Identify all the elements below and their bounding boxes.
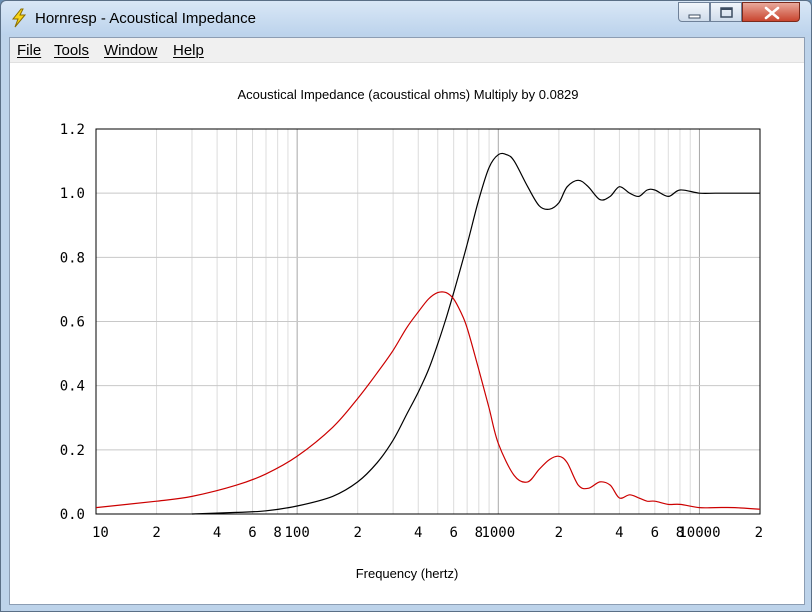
- x-tick-label: 4: [414, 525, 422, 541]
- x-tick-label: 2: [353, 525, 361, 541]
- close-icon: [764, 6, 780, 20]
- x-tick-label: 6: [651, 525, 659, 541]
- maximize-icon: [720, 7, 733, 18]
- y-tick-label: 0.8: [60, 250, 85, 266]
- x-tick-label: 4: [213, 525, 221, 541]
- minimize-button[interactable]: [678, 2, 710, 22]
- client-area: File Tools Window Help Acoustical Impeda…: [9, 37, 805, 605]
- x-tick-label: 8: [273, 525, 281, 541]
- menu-window[interactable]: Window: [104, 42, 158, 59]
- x-tick-label: 8: [475, 525, 483, 541]
- x-tick-label: 6: [248, 525, 256, 541]
- menu-file[interactable]: File: [17, 42, 42, 59]
- x-tick-label: 100: [285, 525, 310, 541]
- y-tick-label: 0.2: [60, 443, 85, 459]
- x-tick-label: 1000: [481, 525, 515, 541]
- x-tick-label: 10000: [678, 525, 720, 541]
- x-tick-label: 2: [555, 525, 563, 541]
- x-tick-label: 2: [152, 525, 160, 541]
- series-line-black: [191, 152, 760, 515]
- y-tick-label: 1.0: [60, 186, 85, 202]
- window-title: Hornresp - Acoustical Impedance: [35, 10, 256, 27]
- maximize-button[interactable]: [710, 2, 742, 22]
- grid: [95, 129, 761, 514]
- y-tick-label: 0.6: [60, 315, 85, 331]
- series-line-red: [95, 291, 761, 510]
- impedance-chart: Acoustical Impedance (acoustical ohms) M…: [60, 87, 763, 581]
- plot-area: Acoustical Impedance (acoustical ohms) M…: [10, 63, 804, 604]
- y-tick-label: 1.2: [60, 122, 85, 138]
- y-tick-label: 0.4: [60, 379, 85, 395]
- plot-border: [95, 128, 761, 515]
- menu-tools[interactable]: Tools: [54, 42, 90, 59]
- plot-frame: [95, 128, 761, 515]
- x-tick-label: 2: [755, 525, 763, 541]
- series-group: [95, 152, 761, 515]
- lightning-icon: [11, 8, 27, 28]
- x-tick-label: 4: [615, 525, 623, 541]
- title-bar[interactable]: Hornresp - Acoustical Impedance: [1, 1, 811, 35]
- x-tick-label: 6: [449, 525, 457, 541]
- y-tick-label: 0.0: [60, 507, 85, 523]
- chart-title: Acoustical Impedance (acoustical ohms) M…: [237, 87, 578, 102]
- menu-help[interactable]: Help: [173, 42, 204, 59]
- minimize-icon: [688, 14, 701, 19]
- menu-bar: File Tools Window Help: [10, 38, 804, 63]
- x-tick-label: 8: [676, 525, 684, 541]
- y-axis-ticks: 0.0 0.2 0.4 0.6 0.8 1.0 1.2: [60, 122, 85, 523]
- close-button[interactable]: [742, 2, 800, 22]
- x-axis-label: Frequency (hertz): [356, 566, 459, 581]
- x-tick-label: 10: [92, 525, 109, 541]
